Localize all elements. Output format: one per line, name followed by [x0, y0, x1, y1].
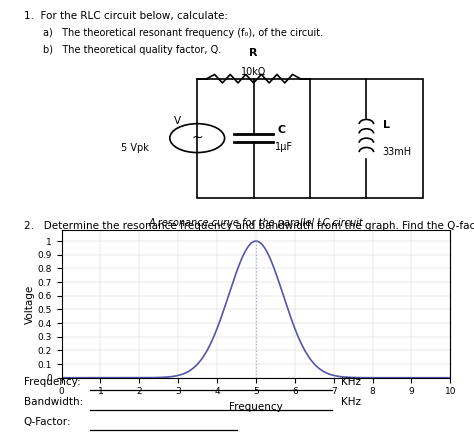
Text: 10kΩ: 10kΩ [241, 67, 266, 77]
Text: b)   The theoretical quality factor, Q.: b) The theoretical quality factor, Q. [43, 45, 221, 55]
Text: 1μF: 1μF [274, 142, 292, 152]
Text: 5 Vpk: 5 Vpk [121, 143, 149, 153]
Text: V: V [174, 116, 181, 126]
Text: KHz: KHz [341, 397, 361, 407]
Text: KHz: KHz [341, 377, 361, 387]
Text: ~: ~ [191, 131, 203, 145]
Text: 33mH: 33mH [383, 147, 411, 157]
Text: Bandwidth:: Bandwidth: [24, 397, 83, 407]
Text: Frequency:: Frequency: [24, 377, 80, 387]
X-axis label: Frequency: Frequency [229, 402, 283, 412]
Text: L: L [383, 120, 390, 130]
Y-axis label: Voltage: Voltage [25, 284, 35, 324]
Title: A resonance curve for the parallel LC circuit: A resonance curve for the parallel LC ci… [148, 218, 364, 228]
Text: 2.   Determine the resonance frequency and bandwidth from the graph. Find the Q-: 2. Determine the resonance frequency and… [24, 221, 474, 231]
Text: Q-Factor:: Q-Factor: [24, 417, 71, 427]
Text: a)   The theoretical resonant frequency (f₀), of the circuit.: a) The theoretical resonant frequency (f… [43, 28, 323, 38]
Text: R: R [249, 48, 258, 58]
Text: 1.  For the RLC circuit below, calculate:: 1. For the RLC circuit below, calculate: [24, 11, 228, 21]
Text: C: C [278, 125, 286, 135]
